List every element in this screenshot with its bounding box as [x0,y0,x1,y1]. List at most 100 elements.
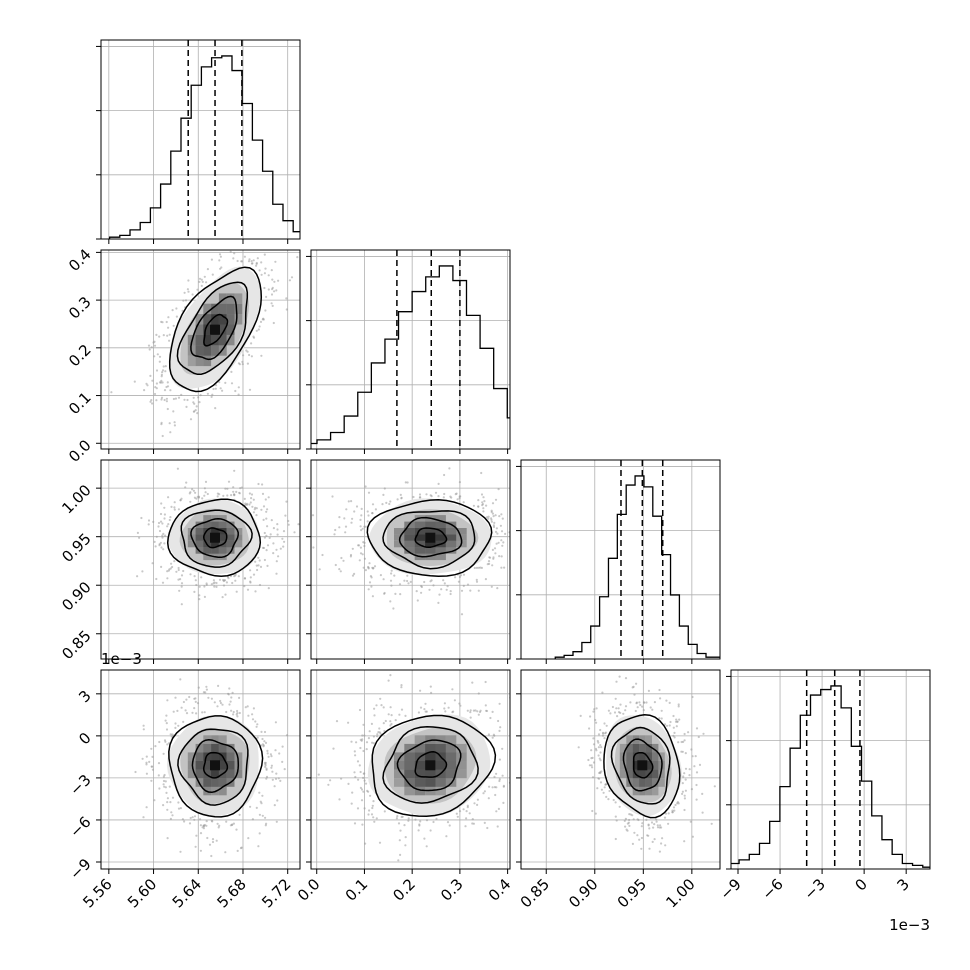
scatter-point [376,735,379,738]
scatter-point [614,697,617,700]
scatter-point [249,501,252,504]
scatter-point [682,775,685,778]
density-cell [435,743,446,753]
scatter-point [211,393,214,396]
scatter-point [167,523,170,526]
scatter-point [199,832,203,835]
scatter-point [684,752,687,755]
scatter-point [277,777,280,780]
scatter-point [214,387,217,390]
scatter-point [243,585,246,588]
scatter-point [200,278,203,281]
scatter-point [638,701,641,704]
scatter-point [390,714,393,717]
scatter-point [361,734,364,737]
scatter-point [428,588,431,591]
scatter-point [165,728,169,731]
scatter-point [424,702,427,705]
scatter-point [158,544,161,547]
panel-frame [520,669,721,870]
scatter-point [164,370,167,373]
histogram-axes-2 [516,459,721,664]
scatter-point [681,750,684,753]
scatter-point [142,724,145,727]
scatter-point [604,732,607,735]
scatter-point [141,570,144,573]
density-cell [203,324,212,335]
scatter-point [409,580,412,584]
scatter-point [185,405,188,408]
scatter-point [684,789,688,792]
density-cell [404,528,415,535]
scatter-point [370,576,373,579]
scatter-point [198,594,201,597]
scatter-point [518,726,520,728]
scatter-point [494,793,497,797]
scatter-point [164,534,167,537]
scatter-point [158,529,162,533]
scatter-point [136,531,139,535]
scatter-point [599,759,602,762]
scatter-point [375,704,378,707]
scatter-point [435,817,438,821]
scatter-point [155,369,159,372]
scatter-point [681,790,685,793]
scatter-point [178,589,181,592]
scatter-point [169,567,172,570]
density-peak [637,760,648,771]
scatter-point [260,354,263,357]
scatter-point [193,402,196,405]
scatter-point [459,704,462,707]
scatter-point [481,501,484,504]
scatter-point [491,502,495,505]
scatter-point [168,333,171,336]
scatter-point [198,598,201,601]
density-cell [218,786,227,796]
scatter-point [186,288,189,291]
scatter-point [210,819,213,822]
scatter-point [627,821,631,824]
scatter-point [198,401,201,404]
scatter-panel-3-1 [311,670,528,869]
scatter-point [419,689,422,692]
scatter-point [370,722,373,726]
scatter-point [510,536,512,538]
scatter-point [235,490,238,493]
scatter-point [677,703,680,706]
scatter-point [147,523,150,526]
density-cell [218,324,227,335]
scatter-point [373,820,376,823]
scatter-point [486,563,489,566]
scatter-point [249,576,252,579]
scatter-point [365,748,368,751]
scatter-point [389,674,392,677]
x-tick-label: 1.00 [662,875,698,911]
scatter-point [180,585,183,588]
scatter-point [353,771,356,774]
scatter-point [374,508,377,511]
scatter-point [351,547,354,550]
scatter-point [180,706,183,709]
scatter-point [367,514,370,517]
scatter-point [526,700,528,702]
scatter-point [154,745,157,748]
density-contours [168,266,263,393]
scatter-point [471,822,474,825]
scatter-point [473,566,476,570]
scatter-point [143,389,146,392]
scatter-point [212,387,215,391]
scatter-point [500,566,503,569]
scatter-point [497,719,500,723]
scatter-point [282,530,286,533]
scatter-point [525,511,527,513]
scatter-point [445,835,448,838]
scatter-point [701,811,704,814]
scatter-point [442,579,445,582]
scatter-point [458,481,461,484]
scatter-point [482,496,485,499]
scatter-point [273,785,276,788]
scatter-point [437,482,440,485]
scatter-point [266,752,269,755]
scatter-point [526,738,528,740]
scatter-point [479,566,482,569]
